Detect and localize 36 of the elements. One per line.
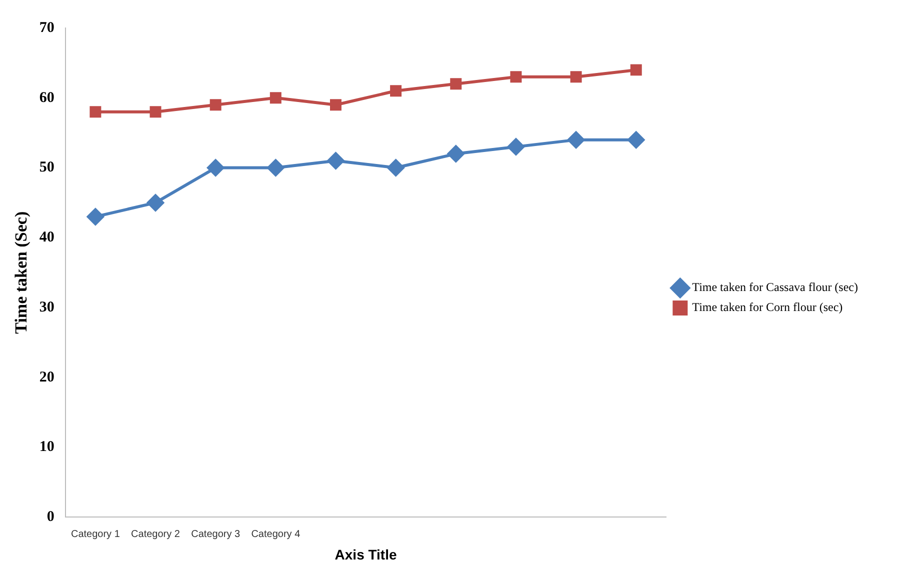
point xyxy=(267,159,284,176)
y-tick-label: 70 xyxy=(39,20,54,36)
point xyxy=(568,131,585,148)
point xyxy=(507,138,524,156)
point xyxy=(390,85,402,97)
point xyxy=(147,194,164,212)
x-axis-title: Axis Title xyxy=(334,546,397,562)
point xyxy=(570,71,582,83)
x-tick-label: Category 4 xyxy=(251,528,301,540)
point xyxy=(207,159,224,176)
point xyxy=(210,99,222,111)
point xyxy=(270,92,282,104)
point xyxy=(90,106,102,118)
y-tick-label: 40 xyxy=(39,230,54,246)
point xyxy=(630,64,642,76)
point xyxy=(628,131,645,148)
point xyxy=(447,145,464,162)
x-tick-label: Category 3 xyxy=(191,528,240,540)
point xyxy=(387,159,404,176)
x-tick-label: Category 1 xyxy=(70,528,120,540)
point xyxy=(510,71,522,83)
x-tick-label: Category 2 xyxy=(131,528,180,540)
y-tick-label: 20 xyxy=(39,369,54,386)
y-axis-title: Time taken (Sec) xyxy=(12,211,31,334)
y-tick-label: 60 xyxy=(39,90,54,106)
y-tick-label: 0 xyxy=(46,509,54,526)
legend-label: Time taken for Cassava flour (sec) xyxy=(692,280,858,294)
point xyxy=(150,106,162,118)
point xyxy=(450,78,462,90)
legend-label: Time taken for Corn flour (sec) xyxy=(692,300,843,314)
point xyxy=(86,208,104,226)
y-tick-label: 10 xyxy=(39,439,54,456)
y-tick-label: 50 xyxy=(39,160,54,176)
point xyxy=(327,152,344,170)
y-tick-label: 30 xyxy=(39,299,54,316)
point xyxy=(330,99,342,111)
